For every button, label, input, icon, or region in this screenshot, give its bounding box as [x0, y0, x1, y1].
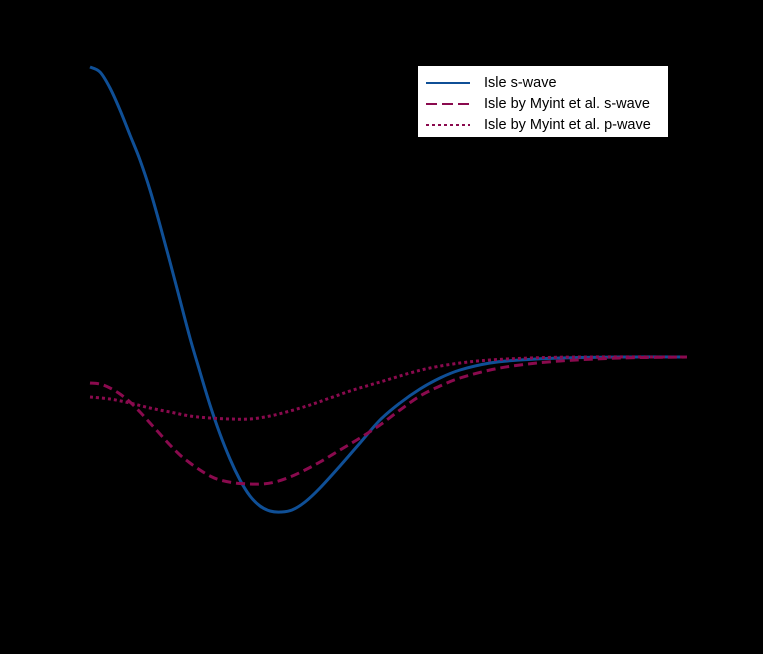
- series-myint-p-wave-line: [89, 355, 688, 421]
- legend-label: Isle by Myint et al. p-wave: [484, 116, 651, 133]
- legend-item-myint-s-wave: Isle by Myint et al. s-wave: [418, 93, 668, 114]
- legend-item-myint-p-wave: Isle by Myint et al. p-wave: [418, 114, 668, 135]
- series-myint-s-wave-line: [89, 355, 688, 486]
- legend-item-isle-s-wave: Isle s-wave: [418, 72, 668, 93]
- series-isle-s-wave-line: [89, 65, 688, 514]
- legend-swatch-dashed: [426, 99, 470, 109]
- legend-swatch-solid: [426, 78, 470, 88]
- legend-swatch-dotted: [426, 120, 470, 130]
- legend-label: Isle by Myint et al. s-wave: [484, 95, 650, 112]
- chart-legend: Isle s-wave Isle by Myint et al. s-wave …: [418, 66, 668, 137]
- legend-label: Isle s-wave: [484, 74, 557, 91]
